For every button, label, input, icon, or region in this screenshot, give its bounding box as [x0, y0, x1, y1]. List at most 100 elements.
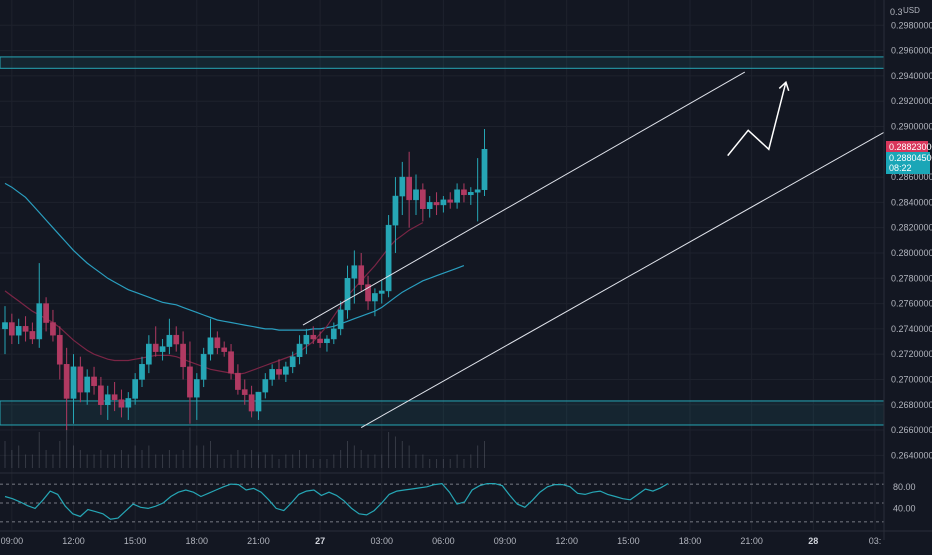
time-tick-label: 21:00 [740, 536, 763, 546]
candle-body [467, 192, 474, 196]
volume-bar [347, 441, 348, 468]
candle-body [276, 369, 282, 375]
ma-price-tag: 0.28804500 08:22 [886, 152, 932, 174]
candle-body [365, 284, 371, 302]
volume-bar [203, 445, 205, 468]
candle-body [392, 195, 399, 226]
time-tick-label: 18:00 [679, 536, 702, 546]
volume-bar [168, 450, 170, 468]
horizontal-zone [0, 56, 885, 69]
candle-body [139, 364, 145, 380]
candle-body [152, 343, 159, 352]
volume-bar [175, 454, 177, 468]
top-price-text: 0.3 [890, 7, 903, 17]
candle-body [289, 356, 296, 368]
candle-body [63, 364, 70, 399]
candle-body [118, 399, 125, 408]
volume-bar [319, 459, 321, 468]
volume-bar [114, 454, 116, 468]
volume-bar [401, 441, 403, 468]
candle-body [474, 189, 481, 193]
volume-bar [25, 454, 27, 468]
candle-body [207, 337, 214, 355]
candle-body [180, 343, 186, 368]
volume-bar [148, 445, 150, 468]
projection-arrow [727, 82, 787, 157]
candle-body [146, 343, 152, 365]
candle-body [22, 326, 29, 332]
candle-body [36, 303, 43, 340]
countdown-timer: 08:22 [889, 163, 912, 173]
volume-bar [120, 450, 122, 468]
channel-lower-line [360, 104, 932, 428]
volume-bar [312, 459, 314, 468]
time-tick-label: 06:00 [432, 536, 455, 546]
volume-bar [442, 459, 444, 468]
last-price-tag: 0.28823000 [886, 141, 932, 153]
candle-body [317, 338, 323, 344]
volume-bar [73, 445, 74, 468]
volume-bar [477, 445, 479, 468]
volume-bar [93, 454, 95, 468]
volume-bar [79, 450, 81, 468]
time-tick-label: 28 [808, 536, 818, 546]
volume-bar [210, 441, 211, 468]
time-tick-label: 27 [315, 536, 325, 546]
volume-bar [292, 454, 294, 468]
candle-body [461, 189, 467, 196]
time-tick-label: 12:00 [62, 536, 85, 546]
volume-bar [436, 459, 438, 468]
candle-body [104, 394, 111, 406]
candle-body [385, 224, 392, 292]
candle-body [399, 176, 406, 197]
volume-bar [31, 454, 33, 468]
volume-bar [381, 454, 383, 468]
time-tick-label: 15:00 [124, 536, 147, 546]
volume-bar [4, 441, 6, 468]
rsi-tick-label: 40.00 [893, 503, 916, 513]
volume-bar [244, 454, 246, 468]
volume-bar [223, 459, 225, 468]
volume-bar [162, 454, 164, 468]
candle-body [228, 351, 234, 374]
volume-bar [285, 454, 287, 468]
volume-bar [66, 427, 68, 468]
volume-bar [456, 454, 458, 468]
candle-body [372, 293, 378, 302]
candle-body [255, 391, 262, 412]
ma-price-value: 0.28804500 [889, 153, 932, 163]
candle-body [433, 202, 440, 206]
candle-body [221, 347, 228, 352]
candle-body [406, 176, 412, 201]
time-tick-label: 21:00 [247, 536, 270, 546]
candle-body [420, 189, 426, 209]
time-tick-label: 03:00 [370, 536, 393, 546]
volume-bar [237, 450, 239, 468]
candle-body [50, 322, 56, 336]
candle-body [77, 366, 84, 393]
volume-bar [251, 450, 253, 468]
candle-body [187, 366, 193, 398]
candle-body [447, 199, 454, 203]
candle-body [248, 394, 255, 412]
volume-bar [86, 454, 88, 468]
candle-body [70, 366, 77, 399]
price-axis-background [884, 0, 932, 550]
volume-bar [45, 450, 47, 468]
candle-body [214, 337, 221, 349]
time-tick-label: 09:00 [1, 536, 24, 546]
currency-label[interactable]: USD [902, 6, 921, 15]
volume-bar [340, 450, 342, 468]
rsi-tick-label: 80.00 [893, 482, 916, 492]
channel-upper-line [302, 71, 746, 326]
volume-bar [408, 445, 410, 468]
